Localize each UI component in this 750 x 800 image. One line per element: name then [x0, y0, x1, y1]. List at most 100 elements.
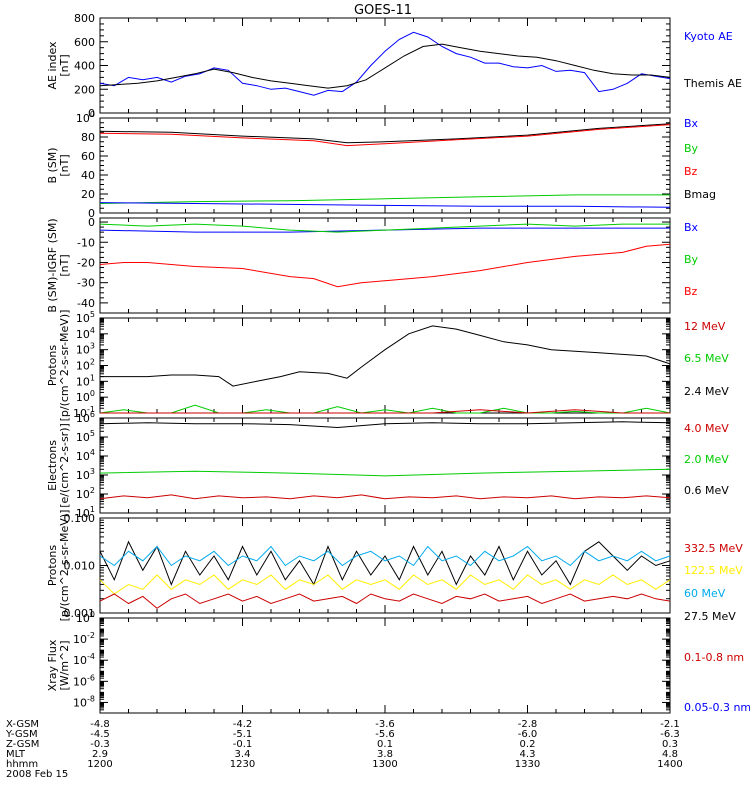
x-axis-value: -6.3	[660, 729, 680, 740]
x-axis-value: 3.8	[377, 749, 393, 760]
y-axis-label: Electrons[e/(cm^2-s-sr)]	[46, 423, 71, 508]
legend-entry: 332.5 MeV	[684, 542, 743, 555]
x-axis-value: -5.1	[233, 729, 253, 740]
legend-entry: 122.5 MeV	[684, 564, 743, 577]
panel-dbz: -40 -30 -20 -10 0 B (SM)-IGRF (SM)[nT] Bx By Bz	[46, 216, 699, 314]
x-axis-value: 1230	[230, 759, 255, 770]
y-tick-label: 60	[81, 150, 95, 163]
series-line-6-5-mev	[99, 404, 671, 414]
legend-entry: 0.6 MeV	[684, 484, 729, 497]
x-axis-value: 0.1	[377, 739, 393, 750]
x-axis-row-label: MLT	[6, 749, 26, 760]
y-tick-label: 102	[76, 358, 95, 373]
y-tick-label: 0.100	[64, 512, 96, 525]
panel-frame	[99, 617, 671, 714]
y-tick-label: 105	[76, 429, 95, 444]
legend-entry: 60 MeV	[684, 587, 726, 600]
plot-title: GOES-11	[354, 3, 412, 18]
y-tick-label: 101	[76, 505, 95, 520]
x-axis-value: -0.3	[90, 739, 110, 750]
x-axis-value: 0.2	[520, 739, 536, 750]
y-axis-label: Protons[p/(cm^2-s-sr-MeV)]	[46, 310, 71, 422]
x-axis-value: -2.1	[660, 719, 680, 730]
y-tick-label: -40	[77, 297, 95, 310]
y-tick-label: 105	[76, 310, 95, 325]
legend-entry: 0.05-0.3 nm	[684, 701, 750, 714]
panel-frame	[99, 317, 671, 414]
legend-entry: 6.5 MeV	[684, 352, 729, 365]
series-line-27-5-mev	[99, 540, 671, 586]
panel-frame	[99, 17, 671, 114]
y-tick-label: 200	[74, 83, 95, 96]
y-axis-label: Protons[p/(cm^2-s-sr-MeV)]	[46, 510, 71, 622]
x-axis-row-label: Y-GSM	[5, 729, 38, 740]
x-axis-value: -4.8	[90, 719, 110, 730]
panel-b: 0 20 40 60 80 100 B (SM)[nT] Bx By Bz Bmag	[46, 110, 716, 220]
x-axis-value: 1330	[515, 759, 540, 770]
y-tick-label: 0	[88, 216, 95, 229]
panel-hiprotons: 0.001 0.010 0.100Protons[p/(cm^2-s-sr-MeV)…	[46, 510, 743, 623]
y-tick-label: 104	[76, 448, 95, 463]
series-line-4-0-mev	[99, 494, 671, 500]
series-line-bmag	[99, 123, 671, 144]
x-axis-table: X-GSM -4.8 -4.2 -3.6 -2.8 -2.1 Y-GSM -4.5 -5.1 -5…	[5, 719, 683, 780]
legend-entry: 2.0 MeV	[684, 453, 729, 466]
x-axis-value: -4.5	[90, 729, 110, 740]
y-tick-label: 80	[81, 131, 95, 144]
y-tick-label: 10-1	[73, 405, 95, 420]
y-tick-label: 0	[88, 107, 95, 120]
legend-entry: 2.4 MeV	[684, 385, 729, 398]
y-tick-label: 104	[76, 326, 95, 341]
legend-entry: 4.0 MeV	[684, 422, 729, 435]
y-axis-label: B (SM)[nT]	[46, 147, 71, 183]
series-line-by	[99, 223, 670, 233]
series-line-themis-ae	[99, 43, 671, 89]
x-axis-value: 2.9	[92, 749, 108, 760]
y-tick-label: 0.001	[64, 607, 96, 620]
x-axis-row-label: hhmm	[6, 759, 38, 770]
legend-entry: 0.1-0.8 nm	[684, 651, 744, 664]
y-tick-label: 20	[81, 188, 95, 201]
y-tick-label: 10-8	[73, 694, 95, 709]
y-tick-label: -10	[77, 236, 95, 249]
y-tick-label: 103	[76, 342, 95, 357]
x-axis-value: -5.6	[375, 729, 395, 740]
y-axis-label: AE index[nT]	[46, 41, 71, 90]
y-tick-label: 600	[74, 36, 95, 49]
x-axis-value: -3.6	[375, 719, 395, 730]
legend-entry: 12 MeV	[684, 320, 726, 333]
series-line-2-4-mev	[100, 325, 671, 387]
y-tick-label: 100	[76, 610, 95, 625]
legend-entry: Bz	[684, 285, 698, 298]
legend-entry: Bmag	[684, 188, 716, 201]
legend-entry: By	[684, 253, 699, 266]
y-tick-label: 10-4	[73, 652, 95, 667]
y-axis-label: B (SM)-IGRF (SM)[nT]	[46, 218, 71, 312]
series-line-2-0-mev	[99, 468, 671, 477]
y-tick-label: 10-6	[73, 673, 95, 688]
series-line-bz	[99, 243, 671, 288]
x-axis-value: 4.8	[662, 749, 678, 760]
date-label: 2008 Feb 15	[6, 769, 68, 780]
series-line-60-mev	[99, 545, 671, 567]
series-line-bx	[99, 202, 671, 208]
series-line-0-6-mev	[99, 421, 671, 429]
x-axis-value: -4.2	[233, 719, 253, 730]
y-tick-label: 100	[76, 110, 95, 125]
x-axis-value: -6.0	[518, 729, 538, 740]
legend-entry: 27.5 MeV	[684, 610, 736, 623]
legend-entry: Bx	[684, 117, 699, 130]
x-axis-row-label: Z-GSM	[6, 739, 39, 750]
x-axis-value: 4.3	[520, 749, 536, 760]
legend-entry: Themis AE	[683, 77, 742, 90]
legend-entry: Bz	[684, 165, 698, 178]
x-axis-value: -2.8	[518, 719, 538, 730]
y-tick-label: 40	[81, 169, 95, 182]
panel-electrons: 101 102 103 104 105 106 Electrons[e/(cm^2-s-sr…	[46, 410, 729, 520]
legend-entry: Bx	[684, 221, 699, 234]
x-axis-value: -0.1	[233, 739, 253, 750]
y-tick-label: 101	[76, 373, 95, 388]
series-line-bz	[99, 124, 671, 147]
y-tick-label: -30	[77, 277, 95, 290]
